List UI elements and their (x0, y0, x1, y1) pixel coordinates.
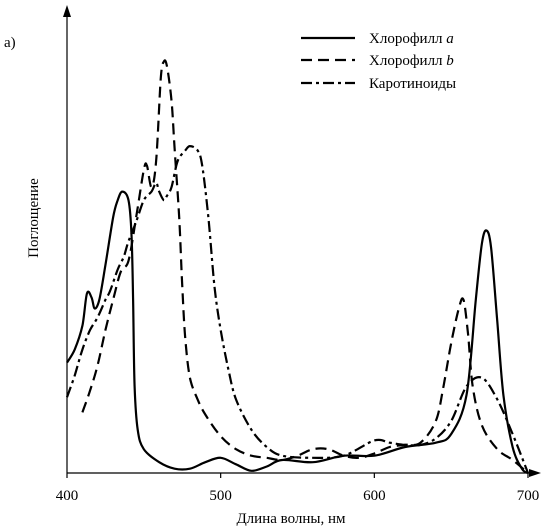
series-line-1 (66, 190, 529, 474)
x-tick-label: 500 (209, 488, 232, 504)
x-ticks: 400 500 600 700 (56, 473, 540, 504)
x-tick-label: 600 (363, 488, 386, 504)
series-group (65, 59, 530, 474)
x-tick-label: 700 (517, 488, 540, 504)
y-axis-arrow (63, 5, 71, 17)
legend: Хлорофилл a Хлорофилл b Каротиноиды (301, 31, 456, 92)
legend-label-2: Хлорофилл b (369, 53, 454, 69)
x-tick-label: 400 (56, 488, 79, 504)
series-line-2 (81, 59, 529, 474)
x-axis-arrow (529, 469, 541, 477)
y-axis-label: Поглощение (26, 178, 42, 258)
legend-label-1: Хлорофилл a (369, 31, 454, 47)
legend-label-3: Каротиноиды (369, 76, 456, 92)
panel-label: а) (4, 35, 16, 51)
x-axis-label: Длина волны, нм (236, 511, 346, 527)
series-line-3 (65, 145, 530, 474)
